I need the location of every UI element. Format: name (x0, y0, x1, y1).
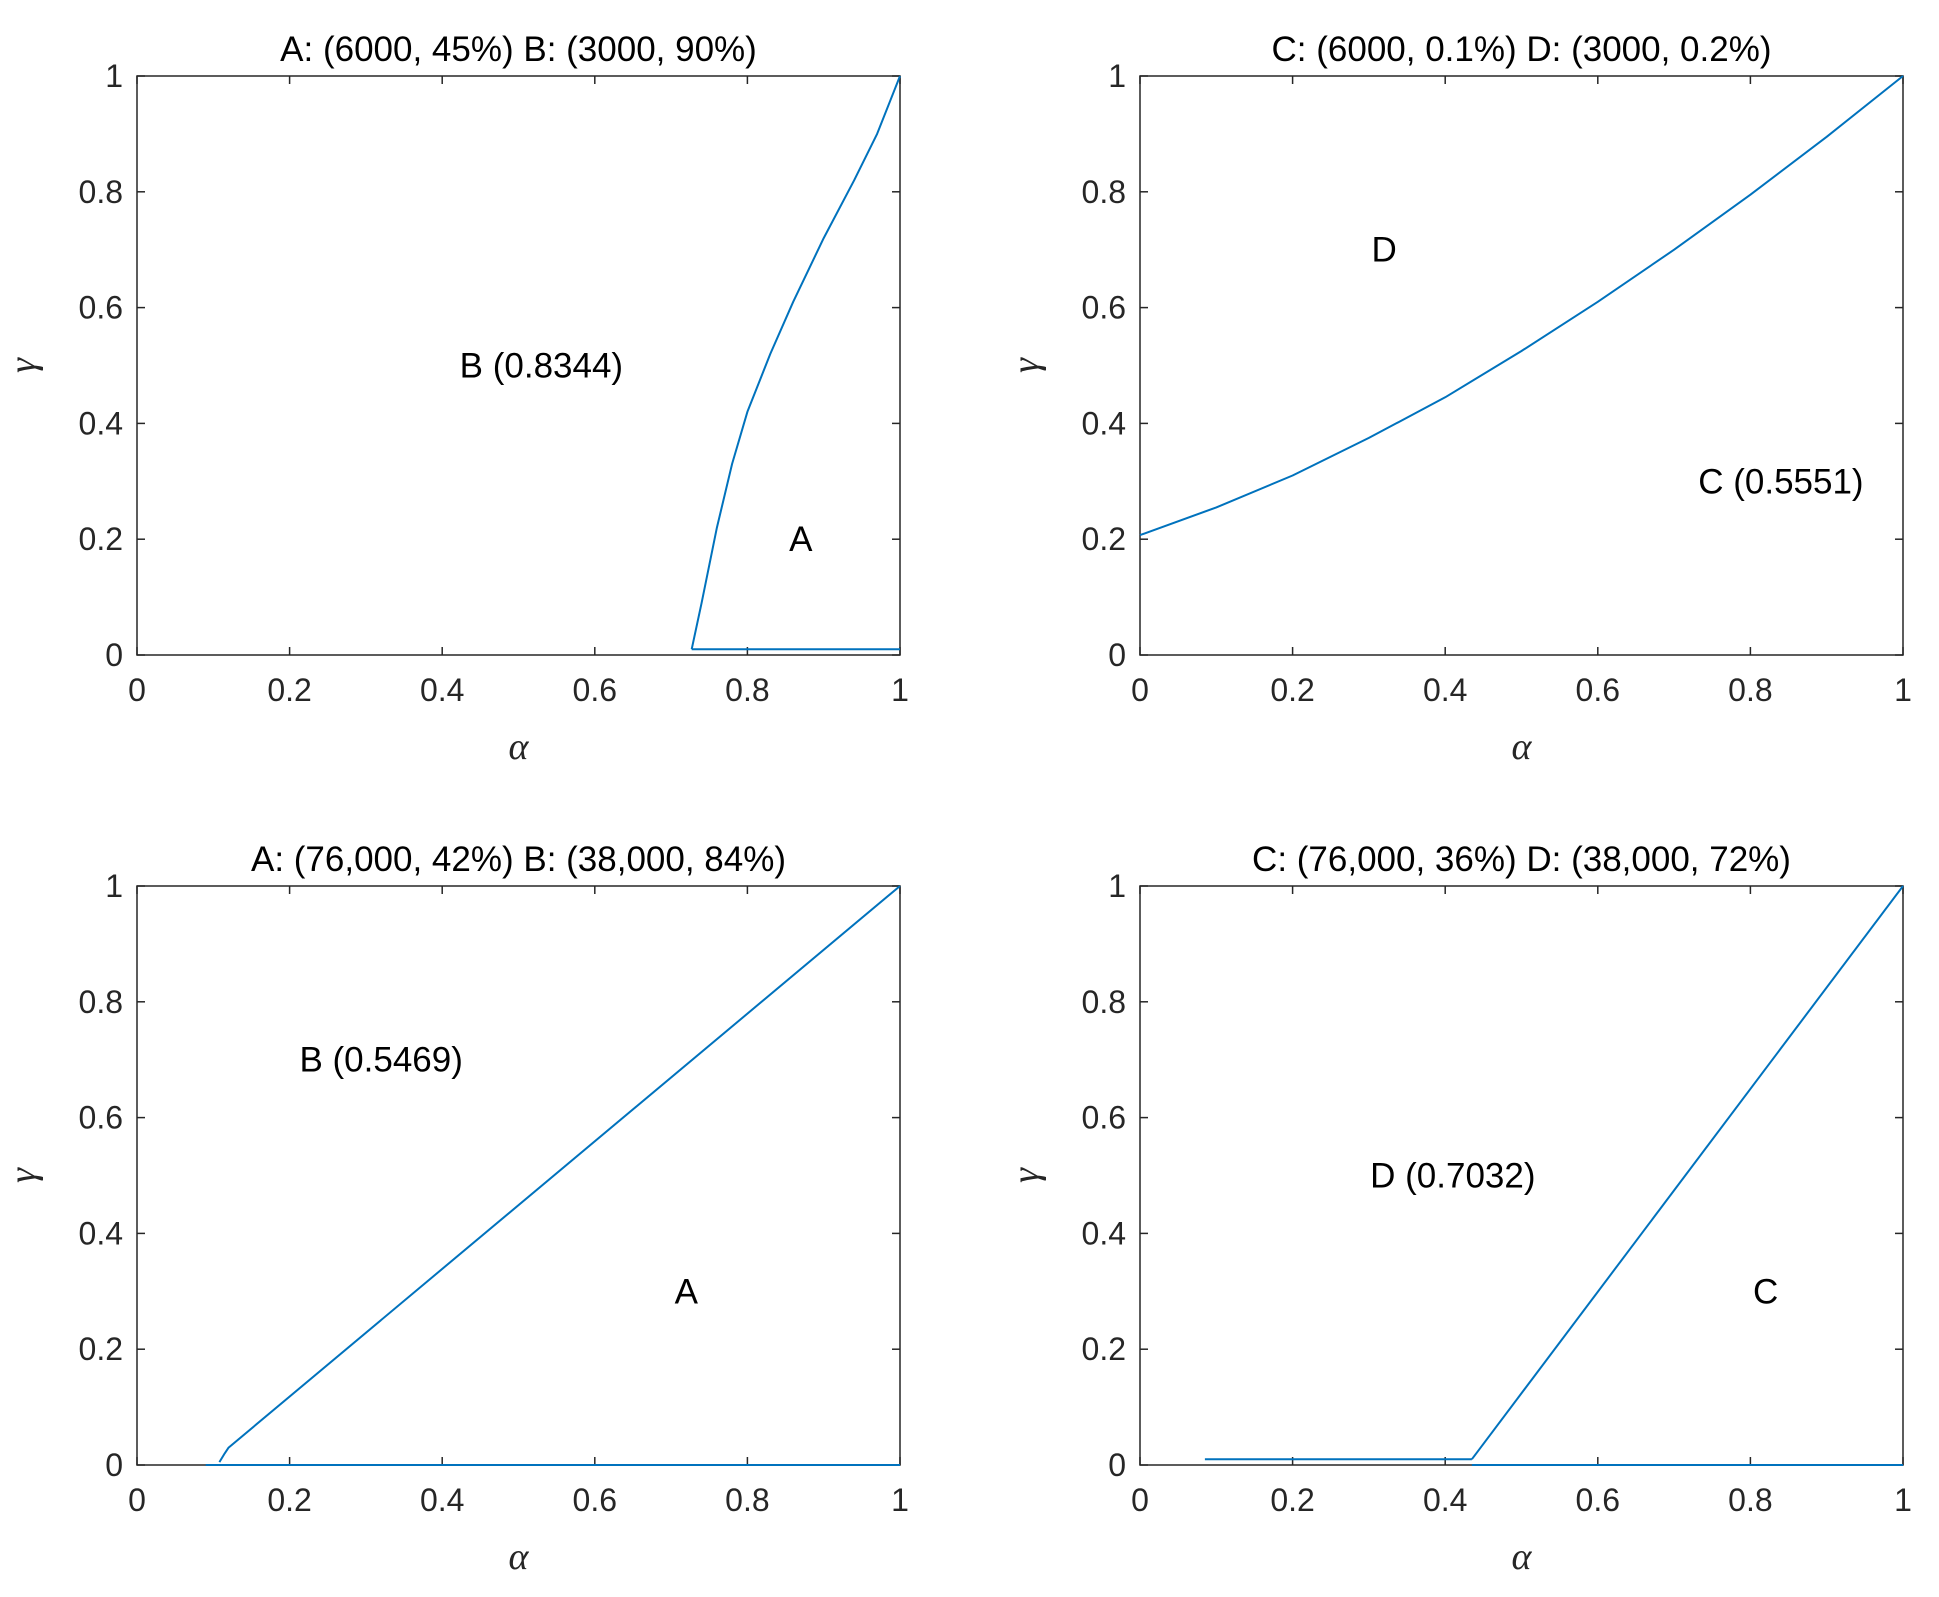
x-tick-label: 0.6 (1576, 1482, 1620, 1518)
y-axis-label: γ (2, 1167, 44, 1183)
x-tick-label: 1 (891, 1482, 909, 1518)
subplot-2: 0 0.2 0.4 0.6 0.8 1 0 0.2 0.4 0.6 0.8 1 C: (6000, 0.… (1005, 30, 1912, 768)
x-tick-label: 0.8 (725, 1482, 769, 1518)
series-line-boundary (690, 75, 901, 650)
plot-frame (136, 885, 901, 1466)
y-axis-label: γ (2, 357, 44, 373)
chart-title: A: (6000, 45%) B: (3000, 90%) (280, 30, 757, 69)
y-tick-label: 0.2 (79, 521, 123, 557)
x-axis-label: α (509, 726, 530, 768)
x-tick-label: 0.4 (1423, 1482, 1467, 1518)
x-tick-label: 0.2 (1270, 1482, 1314, 1518)
x-tick-label: 1 (1894, 672, 1912, 708)
chart-title: C: (76,000, 36%) D: (38,000, 72%) (1252, 840, 1791, 879)
y-tick-label: 1 (1108, 868, 1126, 904)
y-tick-label: 0.2 (1082, 521, 1126, 557)
chart-title: A: (76,000, 42%) B: (38,000, 84%) (251, 840, 786, 879)
x-tick-label: 0.6 (1576, 672, 1620, 708)
y-tick-label: 0.6 (1082, 1100, 1126, 1136)
x-tick-label: 0 (128, 672, 146, 708)
plot-frame (1139, 75, 1904, 656)
region-label: C (0.5551) (1698, 462, 1863, 501)
x-tick-label: 0.4 (1423, 672, 1467, 708)
x-tick-label: 0.2 (1270, 672, 1314, 708)
x-tick-label: 0.8 (1728, 1482, 1772, 1518)
subplot-3: 0 0.2 0.4 0.6 0.8 1 0 0.2 0.4 0.6 0.8 1 A: (76,000, … (2, 840, 909, 1578)
x-tick-label: 0.2 (267, 672, 311, 708)
y-tick-label: 0 (1108, 1447, 1126, 1483)
y-tick-label: 0.2 (79, 1331, 123, 1367)
x-tick-label: 0.6 (573, 1482, 617, 1518)
y-tick-label: 0.8 (79, 174, 123, 210)
region-label: A (675, 1272, 699, 1311)
y-axis-label: γ (1005, 1167, 1047, 1183)
region-label: B (0.5469) (299, 1041, 462, 1080)
region-label: B (0.8344) (460, 347, 623, 386)
x-tick-label: 0.8 (725, 672, 769, 708)
region-label: C (1753, 1272, 1778, 1311)
y-tick-label: 0 (105, 637, 123, 673)
y-tick-label: 1 (105, 58, 123, 94)
y-tick-label: 0.4 (79, 405, 123, 441)
y-tick-label: 0.2 (1082, 1331, 1126, 1367)
x-tick-label: 1 (891, 672, 909, 708)
y-axis-label: γ (1005, 357, 1047, 373)
y-tick-label: 0.6 (79, 1100, 123, 1136)
y-tick-label: 0.4 (79, 1215, 123, 1251)
x-tick-label: 0 (1131, 672, 1149, 708)
y-tick-label: 0.8 (79, 984, 123, 1020)
subplot-4: 0 0.2 0.4 0.6 0.8 1 0 0.2 0.4 0.6 0.8 1 C: (76,000, … (1005, 840, 1912, 1578)
y-tick-label: 0 (105, 1447, 123, 1483)
y-tick-label: 1 (105, 868, 123, 904)
y-tick-label: 0.6 (79, 290, 123, 326)
series-line-boundary (218, 885, 901, 1463)
series-line-boundary (1471, 885, 1904, 1460)
x-tick-label: 0.8 (1728, 672, 1772, 708)
chart-title: C: (6000, 0.1%) D: (3000, 0.2%) (1272, 30, 1772, 69)
y-tick-label: 1 (1108, 58, 1126, 94)
x-axis-label: α (1512, 726, 1533, 768)
subplot-1: 0 0.2 0.4 0.6 0.8 1 0 0.2 0.4 0.6 0.8 1 A: (6000, 45… (2, 30, 909, 768)
y-tick-label: 0.4 (1082, 1215, 1126, 1251)
x-tick-label: 0.2 (267, 1482, 311, 1518)
x-tick-label: 0.4 (420, 672, 464, 708)
plot-frame (136, 75, 901, 656)
region-label: D (1372, 231, 1397, 270)
x-tick-label: 0.4 (420, 1482, 464, 1518)
y-tick-label: 0.6 (1082, 290, 1126, 326)
y-tick-label: 0.4 (1082, 405, 1126, 441)
x-axis-label: α (1512, 1536, 1533, 1578)
x-tick-label: 1 (1894, 1482, 1912, 1518)
region-label: D (0.7032) (1370, 1157, 1535, 1196)
series-line-boundary (1139, 75, 1904, 537)
x-tick-label: 0 (128, 1482, 146, 1518)
x-axis-label: α (509, 1536, 530, 1578)
x-tick-label: 0 (1131, 1482, 1149, 1518)
x-tick-label: 0.6 (573, 672, 617, 708)
y-tick-label: 0 (1108, 637, 1126, 673)
region-label: A (789, 520, 813, 559)
y-tick-label: 0.8 (1082, 984, 1126, 1020)
y-tick-label: 0.8 (1082, 174, 1126, 210)
